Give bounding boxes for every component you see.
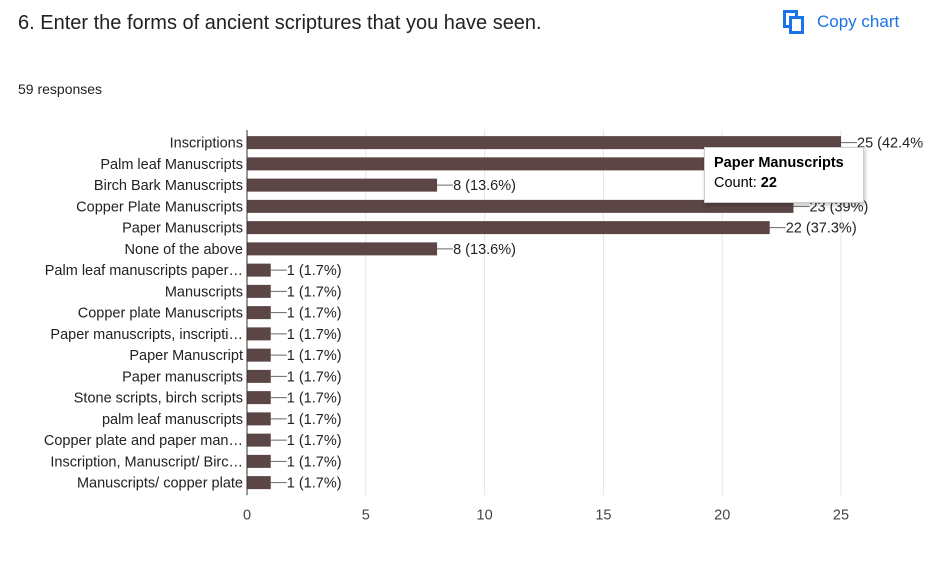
tooltip-count-value: 22 bbox=[760, 175, 777, 191]
category-label: Copper plate and paper man… bbox=[44, 433, 243, 449]
data-label: 1 (1.7%) bbox=[287, 454, 342, 470]
x-tick-label: 5 bbox=[362, 507, 370, 523]
category-label: Copper Plate Manuscripts bbox=[76, 199, 243, 215]
bar bbox=[247, 199, 794, 213]
category-label: Manuscripts bbox=[165, 284, 243, 300]
bar bbox=[247, 306, 271, 320]
bar bbox=[247, 433, 271, 447]
x-tick-label: 10 bbox=[477, 507, 493, 523]
bar bbox=[247, 454, 271, 468]
x-tick-label: 20 bbox=[714, 507, 730, 523]
bar bbox=[247, 221, 770, 235]
data-label: 22 (37.3%) bbox=[786, 221, 857, 237]
category-label: Inscription, Manuscript/ Birc… bbox=[50, 454, 243, 470]
category-label: Copper plate Manuscripts bbox=[78, 306, 243, 322]
question-title: 6. Enter the forms of ancient scriptures… bbox=[18, 12, 542, 34]
data-label: 1 (1.7%) bbox=[287, 391, 342, 407]
data-label: 1 (1.7%) bbox=[287, 348, 342, 364]
data-label: 1 (1.7%) bbox=[287, 412, 342, 428]
category-label: Paper manuscripts, inscripti… bbox=[50, 327, 243, 343]
category-label: Inscriptions bbox=[170, 136, 243, 152]
category-label: Manuscripts/ copper plate bbox=[77, 476, 243, 492]
bar bbox=[247, 284, 271, 298]
bar bbox=[247, 391, 271, 405]
bar-chart: 0 5 10 15 20 25 Inscriptions 25 (42.4% Palm leaf… bbox=[44, 130, 923, 523]
bar bbox=[247, 369, 271, 383]
category-label: Palm leaf Manuscripts bbox=[100, 157, 243, 173]
copy-chart-label: Copy chart bbox=[817, 12, 900, 31]
bar bbox=[247, 327, 271, 341]
x-tick-label: 15 bbox=[595, 507, 611, 523]
bar bbox=[247, 242, 438, 256]
category-label: Paper manuscripts bbox=[122, 369, 243, 385]
category-label: Paper Manuscript bbox=[129, 348, 243, 364]
response-count: 59 responses bbox=[18, 81, 103, 97]
category-label: Birch Bark Manuscripts bbox=[94, 178, 243, 194]
category-label: palm leaf manuscripts bbox=[102, 412, 243, 428]
tooltip-category: Paper Manuscripts bbox=[714, 155, 844, 171]
data-label: 1 (1.7%) bbox=[287, 433, 342, 449]
tooltip-count: Count: 22 bbox=[714, 175, 854, 191]
x-tick-label: 0 bbox=[243, 507, 251, 523]
bar bbox=[247, 136, 841, 150]
data-label: 23 (39%) bbox=[809, 199, 868, 215]
bar bbox=[247, 348, 271, 362]
copy-chart-button[interactable]: Copy chart bbox=[783, 10, 899, 34]
data-label: 25 (42.4% bbox=[857, 136, 923, 152]
category-label: Stone scripts, birch scripts bbox=[74, 391, 243, 407]
x-tick-label: 25 bbox=[833, 507, 849, 523]
bar bbox=[247, 412, 271, 426]
data-label: 1 (1.7%) bbox=[287, 476, 342, 492]
data-label: 1 (1.7%) bbox=[287, 306, 342, 322]
chart-tooltip: Paper Manuscripts Count: 22 bbox=[704, 147, 864, 203]
bar bbox=[247, 476, 271, 490]
bar bbox=[247, 157, 818, 171]
data-label: 8 (13.6%) bbox=[453, 242, 516, 258]
bar bbox=[247, 178, 438, 192]
data-label: 1 (1.7%) bbox=[287, 263, 342, 279]
category-label: Paper Manuscripts bbox=[122, 221, 243, 237]
data-label: 1 (1.7%) bbox=[287, 369, 342, 385]
copy-icon bbox=[783, 10, 804, 34]
tooltip-count-label: Count: bbox=[714, 175, 757, 191]
bar bbox=[247, 263, 271, 277]
category-label: None of the above bbox=[124, 242, 243, 258]
data-label: 8 (13.6%) bbox=[453, 178, 516, 194]
data-label: 1 (1.7%) bbox=[287, 284, 342, 300]
category-label: Palm leaf manuscripts paper… bbox=[45, 263, 243, 279]
data-label: 1 (1.7%) bbox=[287, 327, 342, 343]
